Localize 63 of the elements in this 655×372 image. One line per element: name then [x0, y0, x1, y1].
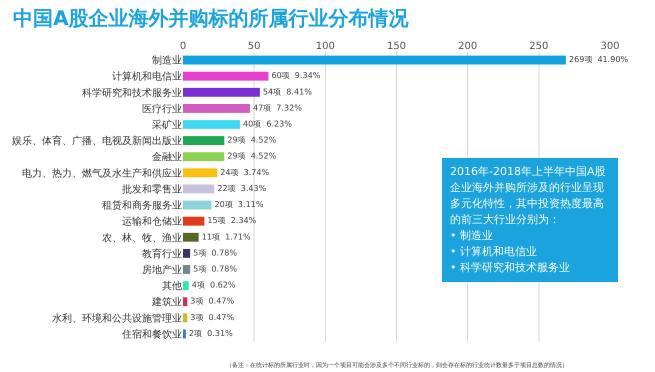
data-label: 40项 6.23%: [242, 120, 292, 129]
x-tick-label: 0: [180, 41, 186, 52]
bar: [183, 330, 186, 338]
data-label: 5项 0.78%: [193, 264, 238, 274]
x-tick-label: 250: [529, 41, 548, 52]
y-tick-label: 教育行业: [142, 248, 182, 260]
chart-title: 中国A股企业海外并购标的所属行业分布情况: [13, 6, 410, 30]
data-label: 22项 3.43%: [217, 184, 267, 193]
y-tick-label: 计算机和电信业: [112, 70, 182, 83]
annotation: 2016年-2018年上半年中国A股企业海外并购所涉及的行业呈现多元化特性，其中投资热度最高的前三大行业分别为： • 制造业 • 计算机和电信业 • 科学研究和技术服务业: [442, 158, 618, 282]
data-label: 3项 0.47%: [190, 312, 234, 322]
y-tick-label: 金融业: [152, 151, 182, 164]
bar: [183, 313, 188, 322]
data-label: 15项 2.34%: [207, 216, 257, 226]
data-label: 4项 0.62%: [192, 280, 236, 290]
data-label: 29项 4.52%: [227, 152, 277, 161]
bar: [183, 120, 240, 129]
bar: [183, 184, 214, 194]
bar: [183, 72, 268, 81]
y-tick-label: 运输和仓储业: [122, 216, 182, 228]
x-tick-label: 150: [386, 41, 406, 52]
bar: [183, 56, 566, 64]
y-tick-label: 制造业: [152, 54, 182, 67]
data-label: 54项 8.41%: [262, 87, 312, 96]
data-label: 5项 0.78%: [193, 248, 238, 258]
data-label: 11项 1.71%: [202, 232, 251, 242]
bar: [183, 168, 218, 178]
data-label: 24项 3.74%: [220, 168, 270, 177]
data-label: 47项 7.32%: [252, 103, 302, 112]
x-tick-label: 200: [458, 41, 478, 52]
bar: [183, 265, 190, 274]
bar: [183, 248, 190, 258]
y-tick-label: 医疗行业: [142, 102, 182, 115]
data-label: 20项 3.11%: [214, 200, 264, 210]
bar: [183, 136, 224, 146]
y-tick-label: 租赁和商务服务业: [102, 200, 182, 212]
y-tick-label: 房地产业: [142, 264, 182, 276]
y-tick-label: 科学研究和技术服务业: [82, 86, 182, 99]
x-tick-label: 50: [248, 41, 261, 52]
y-tick-label: 农、林、牧、渔业: [102, 232, 182, 244]
bar: [183, 200, 212, 210]
bar: [183, 152, 224, 162]
data-label: 29项 4.52%: [227, 136, 277, 145]
y-tick-label: 水利、环境和公共设施管理业: [52, 312, 182, 324]
y-tick-label: 电力、热力、燃气及水生产和供应业: [22, 167, 182, 180]
data-label: 60项 9.34%: [271, 71, 321, 80]
y-tick-label: 建筑业: [151, 296, 182, 308]
x-tick-label: 100: [316, 41, 335, 52]
bar: [183, 281, 189, 290]
bar: [183, 88, 260, 97]
data-label: 2项 0.31%: [188, 328, 234, 338]
y-tick-label: 其他: [162, 280, 182, 292]
x-tick-label: 300: [600, 41, 620, 52]
y-tick-label: 批发和零售业: [122, 183, 182, 196]
y-tick-label: 采矿业: [152, 119, 182, 131]
y-tick-label: 住宿和餐饮业: [122, 328, 182, 340]
bar: [183, 216, 204, 226]
bar: [183, 232, 199, 242]
bar: [183, 104, 250, 113]
bar: [183, 297, 188, 306]
y-tick-label: 娱乐、体育、广播、电视及新闻出版业: [12, 135, 182, 148]
data-label: 269项 41.90%: [568, 55, 628, 64]
data-label: 3项 0.47%: [190, 296, 234, 306]
